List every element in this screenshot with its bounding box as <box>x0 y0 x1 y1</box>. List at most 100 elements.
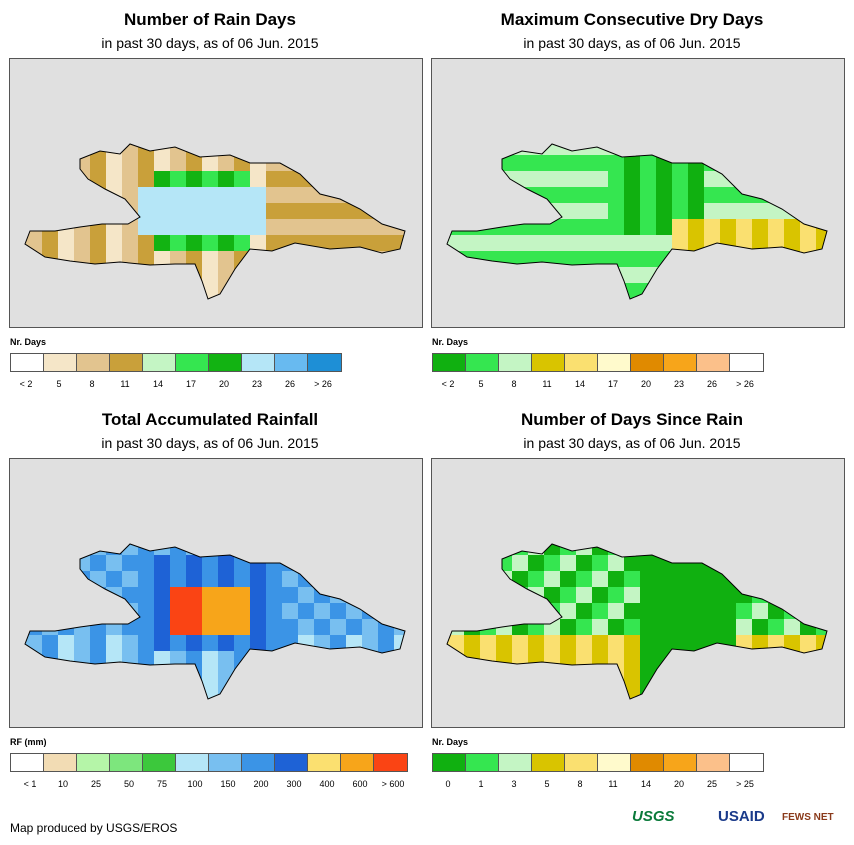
raster-cell <box>346 603 362 619</box>
raster-cell <box>480 667 496 683</box>
legend-title: Nr. Days <box>10 337 47 347</box>
raster-cell <box>688 667 704 683</box>
raster-cell <box>656 219 672 235</box>
raster-cell <box>784 267 800 283</box>
raster-cell <box>218 235 234 251</box>
raster-cell <box>736 619 752 635</box>
raster-cell <box>832 203 844 219</box>
raster-cell <box>464 283 480 299</box>
raster-cell <box>346 219 362 235</box>
raster-cell <box>784 555 800 571</box>
raster-cell <box>218 699 234 715</box>
raster-cell <box>90 187 106 203</box>
raster-cell <box>608 171 624 187</box>
raster-cell <box>576 299 592 315</box>
raster-cell <box>656 203 672 219</box>
raster-cell <box>512 155 528 171</box>
raster-cell <box>154 155 170 171</box>
raster-cell <box>346 155 362 171</box>
raster-cell <box>74 267 90 283</box>
raster-cell <box>154 171 170 187</box>
raster-cell <box>784 544 800 555</box>
raster-cell <box>394 144 405 155</box>
raster-cell <box>592 187 608 203</box>
raster-cell <box>576 203 592 219</box>
raster-cell <box>656 699 672 715</box>
raster-cell <box>576 635 592 651</box>
raster-cell <box>832 139 844 155</box>
raster-cell <box>544 187 560 203</box>
raster-cell <box>816 235 827 251</box>
legend-color-8 <box>275 754 308 771</box>
raster-cell <box>768 251 784 267</box>
legend-label: 10 <box>57 779 69 789</box>
raster-cell <box>250 267 266 283</box>
raster-cell <box>624 235 640 251</box>
raster-cell <box>832 603 844 619</box>
raster-cell <box>688 219 704 235</box>
raster-cell <box>447 267 448 283</box>
raster-cell <box>298 283 314 299</box>
raster-cell <box>592 544 608 555</box>
legend-title: RF (mm) <box>10 737 47 747</box>
raster-cell <box>25 267 26 283</box>
raster-cell <box>42 155 58 171</box>
raster-cell <box>282 571 298 587</box>
raster-cell <box>528 683 544 699</box>
raster-cell <box>496 299 512 315</box>
raster-cell <box>362 555 378 571</box>
raster-cell <box>544 635 560 651</box>
raster-cell <box>42 171 58 187</box>
raster-cell <box>250 171 266 187</box>
raster-cell <box>832 651 844 667</box>
raster-cell <box>202 235 218 251</box>
raster-cell <box>330 571 346 587</box>
raster-cell <box>138 155 154 171</box>
raster-cell <box>202 144 218 155</box>
raster-cell <box>42 144 58 155</box>
raster-cell <box>640 219 656 235</box>
raster-cell <box>800 144 816 155</box>
raster-cell <box>362 267 378 283</box>
legend-label: > 26 <box>736 379 754 389</box>
raster-cell <box>410 187 422 203</box>
raster-cell <box>544 571 560 587</box>
raster-cell <box>26 619 42 635</box>
raster-cell <box>816 155 827 171</box>
raster-cell <box>512 283 528 299</box>
raster-cell <box>784 571 800 587</box>
raster-cell <box>640 187 656 203</box>
raster-cell <box>378 603 394 619</box>
raster-cell <box>26 187 42 203</box>
raster-cell <box>624 203 640 219</box>
raster-cell <box>720 203 736 219</box>
raster-cell <box>464 544 480 555</box>
raster-cell <box>704 267 720 283</box>
raster-cell <box>250 667 266 683</box>
raster-cell <box>218 635 234 651</box>
raster-cell <box>234 219 250 235</box>
raster-cell <box>298 635 314 651</box>
raster-cell <box>688 571 704 587</box>
raster-cell <box>362 235 378 251</box>
raster-cell <box>528 699 544 715</box>
raster-cell <box>768 235 784 251</box>
raster-cell <box>202 219 218 235</box>
raster-cell <box>800 251 816 267</box>
raster-cell <box>544 251 560 267</box>
legend-color-6 <box>209 754 242 771</box>
raster-cell <box>752 203 768 219</box>
raster-cell <box>330 171 346 187</box>
raster-cell <box>218 683 234 699</box>
raster-cell <box>234 544 250 555</box>
raster-cell <box>170 251 186 267</box>
raster-cell <box>528 555 544 571</box>
raster-cell <box>298 203 314 219</box>
raster-cell <box>250 571 266 587</box>
panel-subtitle: in past 30 days, as of 06 Jun. 2015 <box>101 35 319 51</box>
raster-cell <box>447 219 448 235</box>
raster-cell <box>170 283 186 299</box>
raster-cell <box>25 235 26 251</box>
legend-color-3 <box>110 354 143 371</box>
raster-cell <box>26 587 42 603</box>
